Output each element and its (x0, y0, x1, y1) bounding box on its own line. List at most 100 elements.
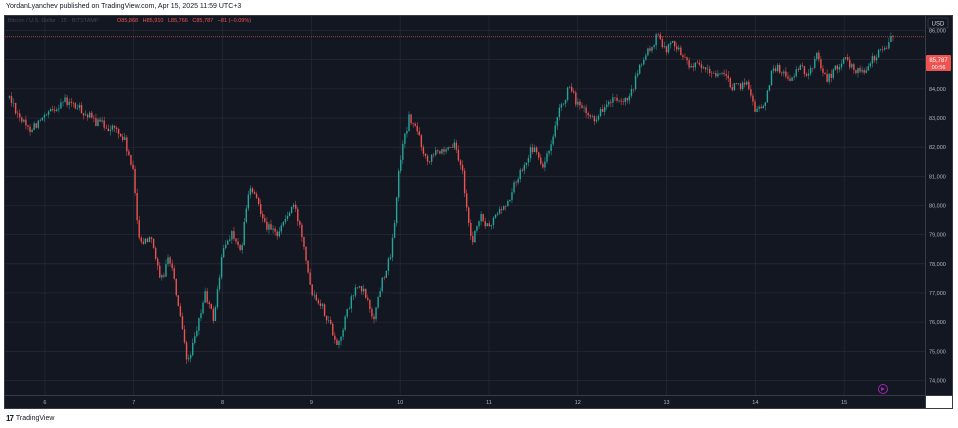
candle-body (490, 224, 493, 227)
candle-body (356, 287, 359, 288)
candle-body (748, 81, 750, 90)
candle-body (274, 228, 276, 232)
candle-body (669, 42, 672, 45)
candle-body (678, 47, 680, 50)
candle-body (367, 297, 369, 300)
candle-body (342, 329, 344, 337)
candle-body (21, 117, 23, 122)
candle-body (849, 59, 851, 68)
candle-body (113, 125, 116, 128)
candle-body (418, 131, 420, 136)
candle-body (303, 237, 305, 247)
legend-high: H85,910 (143, 18, 164, 24)
candle-body (39, 120, 42, 121)
candle-body (311, 284, 313, 296)
candle-body (783, 71, 785, 74)
candle-body (599, 109, 602, 117)
candle-body (175, 278, 177, 296)
candle-body (879, 49, 882, 50)
candle-body (441, 149, 443, 154)
candle-body (498, 208, 501, 214)
candle-body (159, 265, 161, 278)
candle-body (400, 159, 402, 171)
candle-body (218, 277, 221, 290)
candle-body (152, 238, 155, 248)
candle-body (35, 123, 37, 128)
candle-body (484, 221, 486, 227)
candle-body (626, 98, 629, 101)
candle-body (739, 83, 742, 90)
candle-body (317, 300, 320, 304)
candle-body (774, 68, 777, 72)
candle-body (305, 246, 307, 261)
candle-body (533, 147, 536, 152)
time-axis-background (5, 395, 925, 408)
candle-body (558, 107, 561, 118)
candle-body (214, 307, 217, 321)
candle-body (593, 116, 596, 122)
candle-body (805, 73, 808, 76)
candle-body (56, 109, 58, 111)
candle-body (54, 110, 56, 111)
candle-body (667, 44, 670, 53)
footer: 17 TradingView (6, 414, 54, 423)
candle-body (327, 319, 330, 321)
candle-body (126, 137, 128, 152)
candle-body (575, 92, 577, 105)
candle-body (10, 96, 13, 104)
candle-body (257, 197, 260, 204)
candle-body (661, 39, 664, 48)
candle-body (235, 238, 237, 242)
candle-body (76, 107, 79, 109)
candle-body (554, 125, 556, 137)
candle-body (560, 104, 563, 108)
candle-body (618, 100, 620, 102)
candles (8, 32, 894, 365)
candle-body (636, 73, 639, 76)
candle-body (282, 222, 285, 226)
grid-lines (5, 16, 925, 395)
candle-body (395, 197, 398, 224)
candle-body (690, 65, 692, 68)
candle-body (713, 73, 715, 74)
candle-body (249, 188, 252, 195)
candle-body (816, 52, 818, 59)
candle-body (8, 96, 11, 98)
candle-body (630, 88, 633, 96)
candle-body (550, 144, 552, 151)
candle-body (801, 65, 804, 67)
candle-body (51, 109, 54, 111)
candle-body (202, 302, 204, 314)
time-tick-label: 12 (575, 400, 581, 406)
candle-body (379, 291, 381, 298)
last-price-tag-box (926, 55, 951, 71)
candle-body (387, 258, 390, 271)
candle-body (494, 214, 497, 218)
candle-body (892, 36, 894, 37)
candle-body (814, 58, 816, 69)
candle-body (785, 71, 787, 77)
candle-body (115, 127, 118, 130)
candle-body (216, 289, 219, 308)
candle-body (542, 163, 544, 168)
candle-body (472, 235, 474, 243)
candle-body (212, 308, 215, 321)
candle-body (354, 287, 357, 296)
candle-body (157, 258, 159, 266)
candle-body (758, 106, 760, 109)
candle-body (31, 130, 33, 132)
candle-body (776, 64, 779, 72)
candle-body (101, 120, 103, 122)
legend-low: L85,766 (168, 18, 188, 24)
candle-body (838, 67, 841, 70)
candle-body (811, 67, 814, 69)
candle-body (233, 231, 235, 239)
candle-body (134, 168, 136, 194)
replay-icon[interactable] (878, 384, 888, 394)
price-tick-label: 76,000 (929, 320, 946, 326)
candle-body (136, 193, 138, 221)
candle-body (482, 214, 484, 222)
candle-body (365, 288, 367, 298)
currency-badge[interactable] (927, 17, 949, 29)
